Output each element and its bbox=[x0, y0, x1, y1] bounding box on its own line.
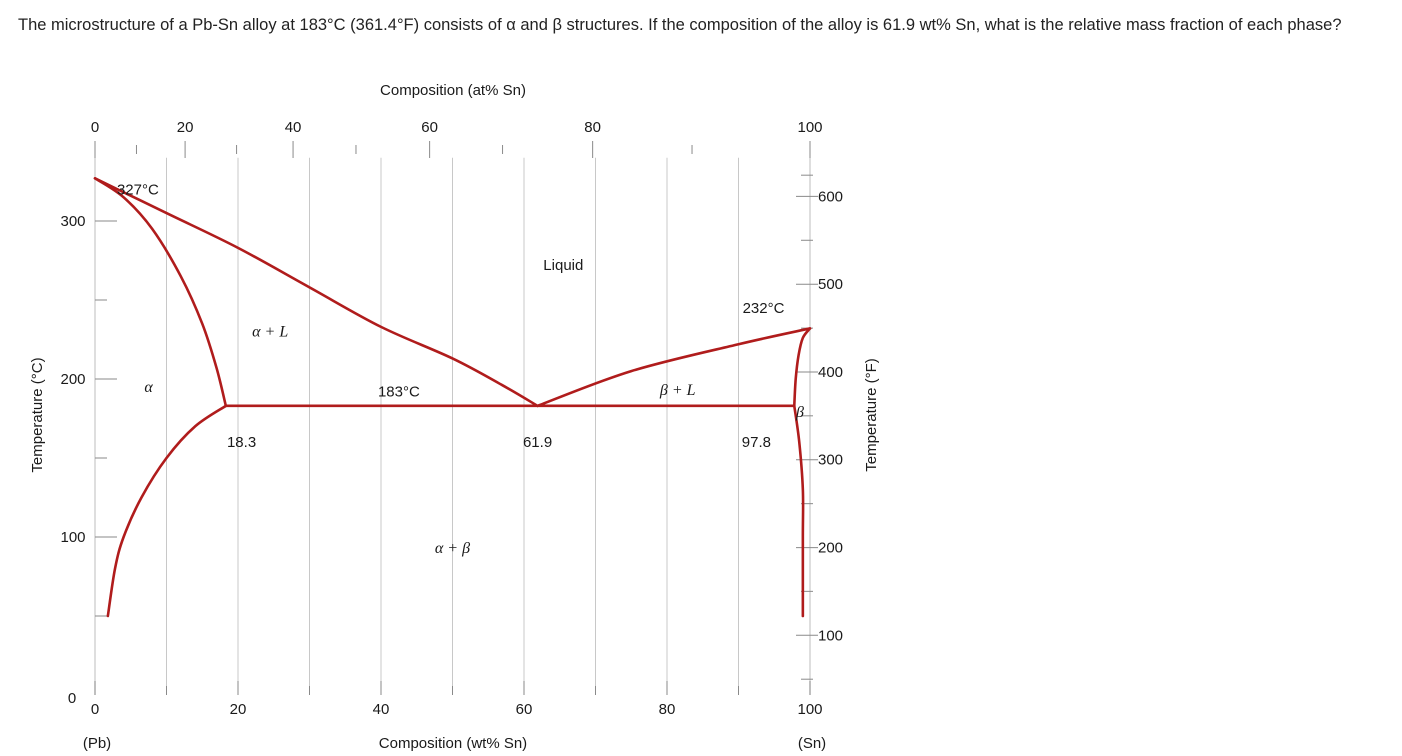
x-tick-label: 60 bbox=[516, 701, 533, 718]
annotation-label: 183°C bbox=[378, 384, 420, 401]
x-axis-title: Composition (wt% Sn) bbox=[379, 735, 527, 752]
x-tick-label: 40 bbox=[373, 701, 390, 718]
at-tick-label: 60 bbox=[421, 119, 438, 136]
annotation-label: 61.9 bbox=[523, 434, 552, 451]
annotation-label: α + L bbox=[252, 324, 288, 341]
f-tick-label: 600 bbox=[818, 188, 843, 205]
at-tick-label: 100 bbox=[797, 119, 822, 136]
annotation-label: Liquid bbox=[543, 257, 583, 274]
annotation-label: α bbox=[144, 379, 153, 396]
y2-axis-title: Temperature (°F) bbox=[863, 358, 880, 472]
x-tick-label: 80 bbox=[659, 701, 676, 718]
x-tick-label: 100 bbox=[797, 701, 822, 718]
pb-end-label: (Pb) bbox=[83, 735, 111, 752]
annotation-label: α + β bbox=[435, 540, 470, 557]
question-text: The microstructure of a Pb-Sn alloy at 1… bbox=[18, 16, 1342, 34]
solvus-left-curve bbox=[106, 404, 228, 618]
annotation-label: β + L bbox=[659, 382, 696, 399]
f-tick-label: 300 bbox=[818, 452, 843, 469]
y-tick-label: 200 bbox=[60, 371, 85, 388]
annotation-label: 18.3 bbox=[227, 434, 256, 451]
f-tick-label: 500 bbox=[818, 276, 843, 293]
at-tick-label: 80 bbox=[584, 119, 601, 136]
y-tick-label: 300 bbox=[60, 213, 85, 230]
y-axis-title: Temperature (°C) bbox=[29, 357, 46, 472]
f-tick-label: 100 bbox=[818, 627, 843, 644]
annotation-label: 327°C bbox=[117, 181, 159, 198]
annotation-label: 97.8 bbox=[742, 434, 771, 451]
f-tick-label: 200 bbox=[818, 540, 843, 557]
liquidus-left-curve bbox=[93, 177, 539, 408]
grid-lines bbox=[94, 157, 811, 695]
at-tick-label: 0 bbox=[91, 119, 99, 136]
top-axis-title: Composition (at% Sn) bbox=[380, 82, 526, 99]
axis-ticks bbox=[94, 141, 818, 695]
solidus-left-curve bbox=[93, 177, 228, 408]
liquidus-right-curve bbox=[536, 327, 812, 408]
solvus-right-curve bbox=[792, 404, 805, 618]
annotation-label: β bbox=[795, 404, 804, 421]
phase-boundaries bbox=[93, 177, 812, 618]
solidus-right-curve bbox=[792, 327, 812, 408]
region-annotations: 327°C 232°C 183°C 18.3 61.9 97.8 Liquid α + L β … bbox=[117, 181, 804, 557]
f-tick-label: 400 bbox=[818, 364, 843, 381]
x-tick-label: 0 bbox=[91, 701, 99, 718]
at-tick-label: 20 bbox=[177, 119, 194, 136]
sn-end-label: (Sn) bbox=[798, 735, 826, 752]
at-tick-label: 40 bbox=[285, 119, 302, 136]
y-tick-label: 0 bbox=[68, 690, 76, 707]
y-tick-label: 100 bbox=[60, 529, 85, 546]
x-tick-label: 20 bbox=[230, 701, 247, 718]
annotation-label: 232°C bbox=[743, 300, 785, 317]
